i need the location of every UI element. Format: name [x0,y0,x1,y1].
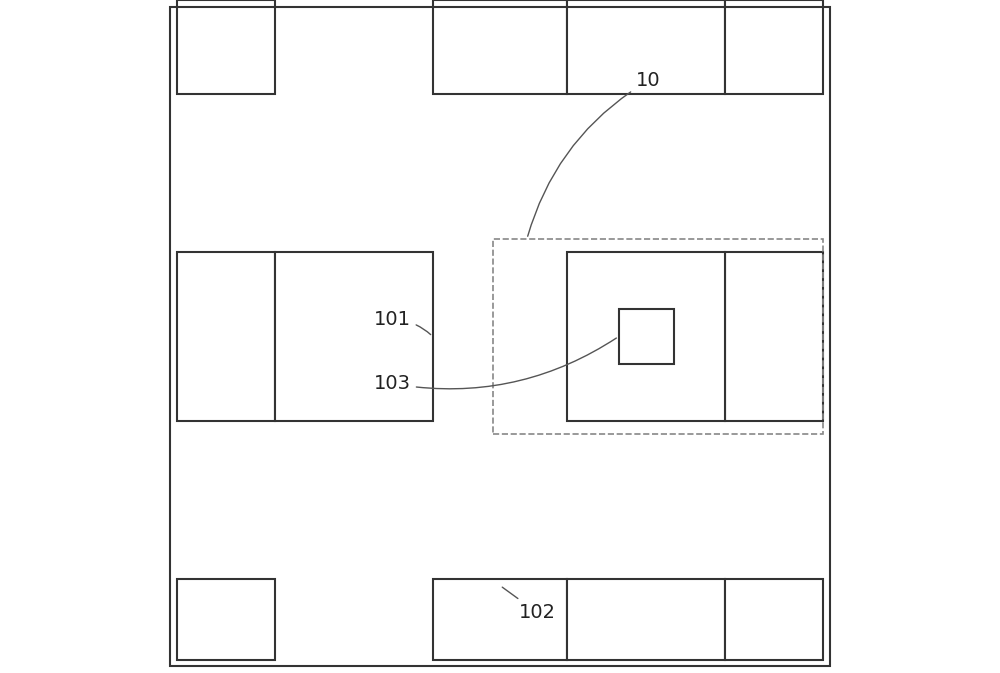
Bar [177,252,275,421]
Text: 102: 102 [502,587,556,622]
Bar [619,309,674,364]
Text: 10: 10 [528,71,660,236]
Text: 103: 103 [374,338,616,393]
Bar [567,252,725,421]
Text: 101: 101 [374,310,431,334]
Bar [725,252,823,421]
Bar [725,0,823,94]
Bar [433,579,567,660]
Bar [725,579,823,660]
Bar [493,239,823,434]
Bar [433,0,567,94]
Bar [177,0,275,94]
Bar [275,252,433,421]
Bar [177,579,275,660]
Bar [567,0,725,94]
Bar [567,579,725,660]
